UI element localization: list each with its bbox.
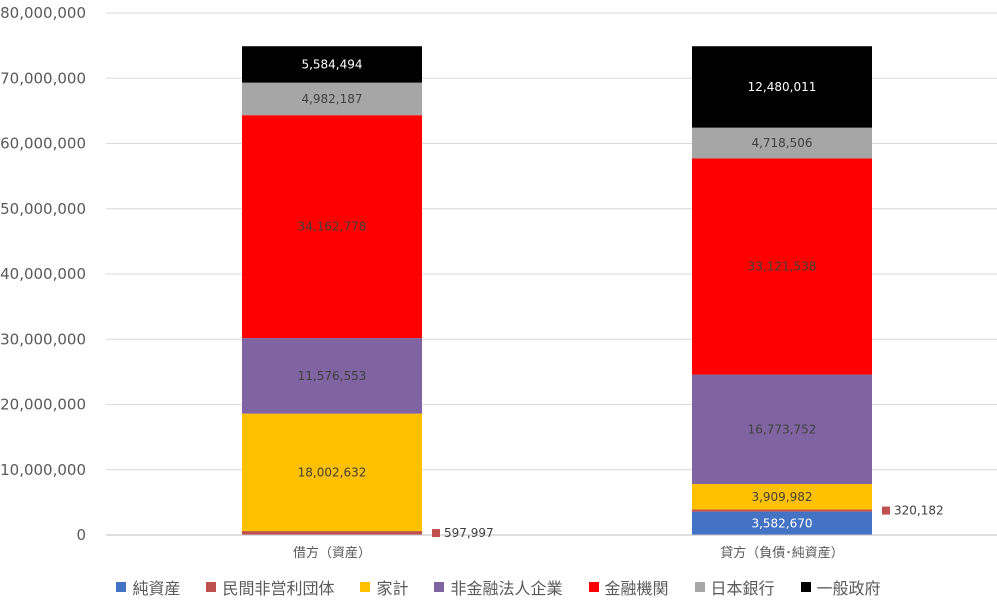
- bar-segment: [242, 115, 422, 339]
- bar-segment: [242, 82, 422, 116]
- y-tick-label: 70,000,000: [0, 69, 86, 87]
- data-label-marker: [882, 506, 890, 515]
- legend-item: 日本銀行: [694, 575, 775, 599]
- x-axis: 借方（資産） 貸方（負債･純資産）: [106, 534, 997, 561]
- bar-segment: [242, 531, 422, 535]
- data-label: 34,162,778: [298, 220, 367, 234]
- legend-label: 非金融法人企業: [450, 579, 563, 598]
- data-labels: 597,997 18,002,632 11,576,553 34,162,778 4,9…: [298, 57, 944, 540]
- y-tick-label: 20,000,000: [0, 396, 86, 414]
- y-axis-ticks: 0 10,000,000 20,000,000 30,000,000 40,000,00…: [0, 4, 86, 544]
- legend-label: 純資産: [132, 579, 181, 598]
- legend-item: 家計: [360, 575, 408, 599]
- legend-item: 非金融法人企業: [434, 575, 563, 599]
- y-tick-label: 10,000,000: [0, 461, 86, 479]
- legend-swatch: [800, 582, 811, 592]
- y-tick-label: 80,000,000: [0, 4, 86, 22]
- data-label: 597,997: [444, 526, 494, 540]
- y-tick-label: 50,000,000: [0, 200, 86, 218]
- bar-segment: [692, 46, 872, 128]
- y-tick-label: 0: [76, 526, 86, 544]
- legend-swatch: [116, 582, 127, 592]
- data-label: 12,480,011: [748, 80, 817, 94]
- legend-swatch: [588, 582, 599, 592]
- legend-label: 一般政府: [816, 579, 881, 598]
- legend-swatch: [360, 582, 371, 592]
- legend-label: 民間非営利団体: [222, 579, 335, 598]
- y-tick-label: 30,000,000: [0, 330, 86, 348]
- data-label: 5,584,494: [301, 57, 362, 71]
- legend-swatch: [206, 582, 217, 592]
- data-label-marker: [432, 529, 440, 538]
- legend-item: 一般政府: [800, 575, 881, 599]
- legend: 純資産 民間非営利団体 家計 非金融法人企業 金融機関 日本銀行 一般政府: [0, 574, 997, 600]
- legend-item: 民間非営利団体: [206, 575, 334, 599]
- data-label: 4,982,187: [301, 92, 362, 106]
- legend-label: 家計: [376, 579, 409, 598]
- bar-segment: [242, 338, 422, 414]
- legend-swatch: [434, 582, 445, 592]
- data-label: 18,002,632: [298, 465, 367, 479]
- data-label: 11,576,553: [298, 369, 367, 383]
- stacked-bar-chart: 0 10,000,000 20,000,000 30,000,000 40,000,00…: [0, 4, 997, 561]
- bar-segment: [242, 46, 422, 83]
- bar-segment: [692, 374, 872, 485]
- data-label: 33,121,538: [748, 260, 817, 274]
- bars: [242, 46, 872, 535]
- legend-item: 純資産: [116, 575, 180, 599]
- bar-segment: [242, 413, 422, 532]
- x-category-label: 貸方（負債･純資産）: [720, 545, 844, 561]
- bar-segment: [692, 127, 872, 159]
- bar-segment: [692, 158, 872, 375]
- bar-segment: [692, 511, 872, 535]
- data-label: 3,582,670: [751, 516, 812, 530]
- data-label: 16,773,752: [748, 422, 817, 436]
- y-tick-label: 60,000,000: [0, 135, 86, 153]
- legend-item: 金融機関: [588, 575, 669, 599]
- legend-swatch: [694, 582, 705, 592]
- legend-label: 日本銀行: [710, 579, 775, 598]
- data-label: 320,182: [894, 504, 944, 518]
- y-tick-label: 40,000,000: [0, 265, 86, 283]
- x-category-label: 借方（資産）: [293, 545, 371, 561]
- data-label: 3,909,982: [751, 490, 812, 504]
- data-label: 4,718,506: [751, 136, 812, 150]
- bar-segment: [692, 484, 872, 510]
- bar-segment: [692, 509, 872, 512]
- legend-label: 金融機関: [604, 579, 669, 598]
